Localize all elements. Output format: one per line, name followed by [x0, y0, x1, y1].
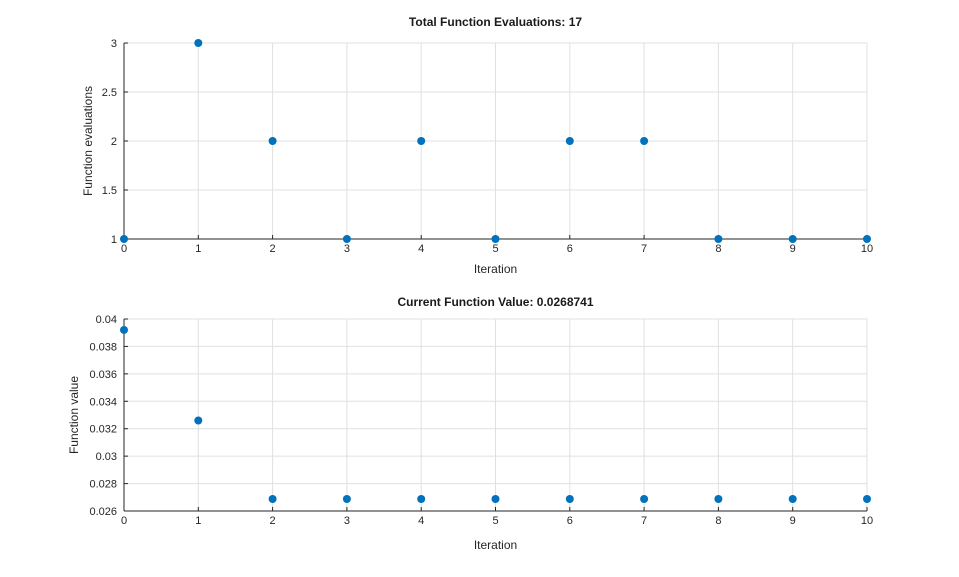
fevals-chart-title: Total Function Evaluations: 17 — [408, 15, 583, 29]
data-point-marker — [417, 137, 426, 145]
fval-chart-title: Current Function Value: 0.0268741 — [397, 295, 594, 309]
x-tick-label: 9 — [790, 243, 796, 255]
data-point-marker — [863, 495, 871, 504]
fval-plot-area: 0 1 2 3 4 5 6 7 8 9 10 0.026 0.028 0.03 0.032 0.034 0.03… — [89, 314, 873, 527]
x-tick-label: 0 — [121, 243, 127, 255]
x-tick-label: 4 — [418, 243, 424, 255]
y-tick-label: 0.028 — [89, 479, 117, 491]
fevals-x-axis-label: Iteration — [473, 262, 518, 276]
x-tick-label: 5 — [492, 515, 498, 527]
data-point-marker — [491, 495, 500, 504]
y-tick-label: 0.04 — [96, 314, 117, 326]
data-point-marker — [342, 495, 351, 504]
x-tick-label: 6 — [567, 515, 573, 527]
y-tick-label: 2 — [111, 136, 117, 148]
data-point-marker — [863, 235, 871, 243]
data-point-marker — [640, 495, 649, 504]
x-tick-label: 10 — [861, 243, 873, 255]
data-point-marker — [194, 416, 203, 425]
data-point-marker — [268, 495, 277, 504]
x-tick-label: 3 — [344, 243, 350, 255]
x-tick-label: 6 — [567, 243, 573, 255]
x-tick-label: 1 — [195, 243, 201, 255]
data-point-marker — [120, 235, 128, 243]
x-tick-label: 8 — [715, 243, 721, 255]
data-point-marker — [714, 235, 723, 243]
data-point-marker — [714, 495, 723, 504]
data-point-marker — [120, 325, 128, 334]
x-tick-label: 7 — [641, 515, 647, 527]
y-tick-label: 0.034 — [89, 396, 117, 408]
data-point-marker — [194, 39, 203, 47]
y-tick-label: 2.5 — [102, 87, 117, 99]
data-point-marker — [565, 137, 574, 145]
x-tick-label: 3 — [344, 515, 350, 527]
x-tick-label: 4 — [418, 515, 424, 527]
fval-x-axis-label: Iteration — [473, 538, 518, 552]
x-tick-label: 0 — [121, 515, 127, 527]
data-point-marker — [268, 137, 277, 145]
y-tick-label: 1 — [111, 234, 117, 246]
data-point-marker — [417, 495, 426, 504]
data-point-marker — [491, 235, 500, 243]
x-tick-label: 1 — [195, 515, 201, 527]
x-tick-label: 8 — [715, 515, 721, 527]
x-tick-label: 5 — [492, 243, 498, 255]
y-tick-label: 0.038 — [89, 341, 117, 353]
x-tick-label: 10 — [861, 515, 873, 527]
y-tick-label: 1.5 — [102, 185, 117, 197]
y-tick-label: 0.036 — [89, 369, 117, 381]
x-tick-label: 2 — [270, 243, 276, 255]
x-tick-label: 9 — [790, 515, 796, 527]
data-point-marker — [788, 235, 797, 243]
y-tick-label: 0.032 — [89, 424, 117, 436]
data-point-marker — [342, 235, 351, 243]
y-tick-label: 0.026 — [89, 506, 117, 518]
data-point-marker — [565, 495, 574, 504]
x-tick-label: 2 — [270, 515, 276, 527]
x-tick-label: 7 — [641, 243, 647, 255]
y-tick-label: 0.03 — [96, 451, 117, 463]
data-point-marker — [788, 495, 797, 504]
y-tick-label: 3 — [111, 38, 117, 50]
data-point-marker — [640, 137, 649, 145]
